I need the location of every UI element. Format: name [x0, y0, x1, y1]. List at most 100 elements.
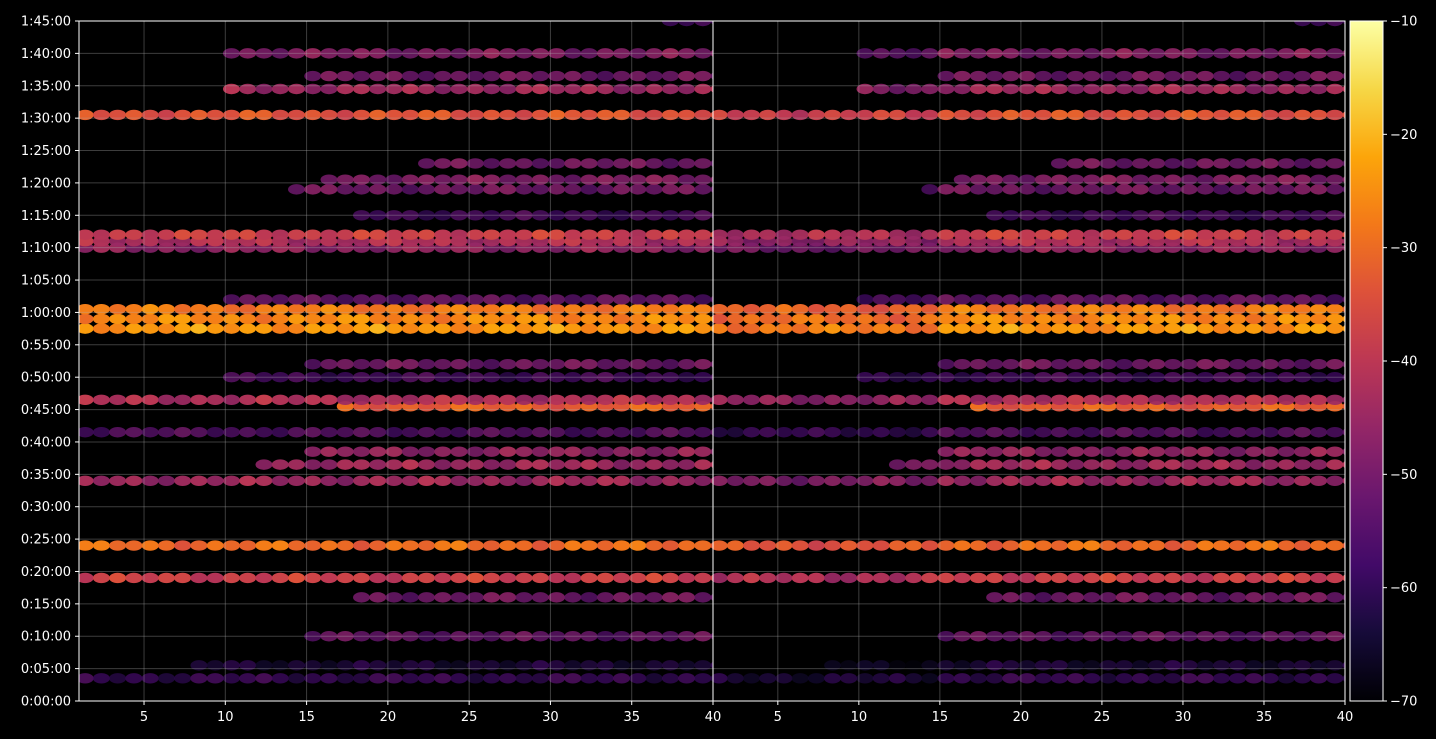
heat-cell	[775, 673, 793, 684]
heat-cell	[288, 371, 305, 383]
heat-cell	[466, 83, 484, 95]
heat-cell	[1099, 631, 1117, 642]
heat-cell	[466, 572, 484, 584]
heat-cell	[336, 371, 354, 383]
heat-cell	[320, 660, 338, 671]
heat-cell	[1277, 294, 1295, 305]
heat-cell	[1261, 446, 1279, 457]
heat-cell	[1277, 673, 1295, 684]
heat-cell	[710, 244, 713, 252]
heat-cell	[1213, 592, 1230, 603]
heat-cell	[986, 475, 1004, 487]
heat-cell	[1115, 371, 1133, 383]
heat-cell	[1277, 427, 1295, 438]
heat-cell	[401, 540, 419, 551]
heat-cell	[418, 359, 435, 370]
heat-cell	[694, 158, 712, 169]
heat-cell	[921, 229, 939, 240]
heat-cell	[1115, 572, 1133, 584]
heat-cell	[1310, 184, 1328, 195]
heat-cell	[353, 303, 370, 315]
heat-cell	[1132, 540, 1149, 551]
heat-cell	[450, 70, 468, 82]
heat-cell	[418, 631, 435, 642]
heat-cell	[92, 673, 110, 684]
y-tick-label: 0:45:00	[21, 403, 71, 418]
heat-cell	[320, 174, 338, 185]
heat-cell	[304, 184, 322, 195]
heat-cell	[1099, 540, 1117, 551]
heat-cell	[1180, 631, 1198, 642]
heat-cell	[434, 592, 452, 603]
heat-cell	[320, 229, 338, 240]
heat-cell	[1261, 660, 1279, 671]
heat-cell	[596, 48, 614, 59]
heat-cell	[320, 446, 338, 457]
heat-cell	[531, 427, 549, 438]
heat-cell	[1018, 174, 1036, 185]
heat-cell	[969, 446, 987, 457]
heat-cell	[969, 572, 987, 584]
heat-cell	[726, 673, 744, 684]
heat-cell	[1164, 323, 1182, 334]
heat-cell	[531, 359, 549, 370]
heat-cell	[401, 303, 419, 315]
heat-cell	[222, 673, 240, 684]
heat-cell	[629, 572, 647, 584]
heat-cell	[206, 109, 224, 121]
heat-cell	[157, 323, 175, 334]
heat-cell	[937, 540, 955, 551]
y-tick-label: 1:00:00	[21, 306, 71, 321]
heat-cell	[1229, 70, 1247, 82]
heat-cell	[1002, 294, 1020, 305]
heat-cell	[1083, 294, 1101, 305]
heat-cell	[937, 229, 955, 240]
heat-cell	[1310, 631, 1328, 642]
heat-cell	[434, 313, 452, 325]
heat-cell	[1099, 174, 1117, 185]
heat-cell	[726, 323, 744, 334]
heat-cell	[125, 394, 143, 406]
heat-cell	[1132, 303, 1149, 315]
heat-cell	[564, 459, 582, 470]
heat-cell	[1213, 475, 1230, 487]
heat-cell	[385, 459, 403, 470]
heat-cell	[596, 660, 614, 671]
heat-cell	[564, 70, 582, 82]
heat-cell	[239, 673, 257, 684]
heat-cell	[353, 48, 370, 59]
heat-cell	[1326, 673, 1344, 684]
heat-cell	[1326, 660, 1344, 671]
heat-cell	[1342, 593, 1345, 601]
heat-cell	[1229, 83, 1247, 95]
heat-cell	[385, 323, 403, 334]
heat-cell	[418, 459, 435, 470]
heat-cell	[125, 323, 143, 334]
heat-cell	[1115, 70, 1133, 82]
heat-cell	[1294, 313, 1311, 325]
heat-cell	[1294, 48, 1311, 59]
heat-cell	[1342, 315, 1345, 323]
heat-cell	[791, 303, 809, 315]
heat-cell	[1294, 394, 1311, 406]
heat-cell	[1310, 359, 1328, 370]
heat-cell	[1213, 459, 1230, 470]
heat-cell	[629, 394, 647, 406]
heat-cell	[580, 427, 598, 438]
heat-cell	[1067, 109, 1085, 121]
heat-cell	[255, 83, 273, 95]
heat-cell	[1132, 229, 1149, 240]
heat-cell	[466, 109, 484, 121]
heat-cell	[1326, 592, 1344, 603]
heat-cell	[304, 313, 322, 325]
heat-cell	[564, 48, 582, 59]
heat-cell	[937, 70, 955, 82]
heat-cell	[1083, 459, 1101, 470]
heat-cell	[271, 540, 289, 551]
heat-cell	[986, 459, 1004, 470]
heat-cell	[1277, 83, 1295, 95]
heat-cell	[304, 394, 322, 406]
heat-cell	[515, 540, 533, 551]
heat-cell	[1294, 660, 1311, 671]
heat-cell	[564, 572, 582, 584]
